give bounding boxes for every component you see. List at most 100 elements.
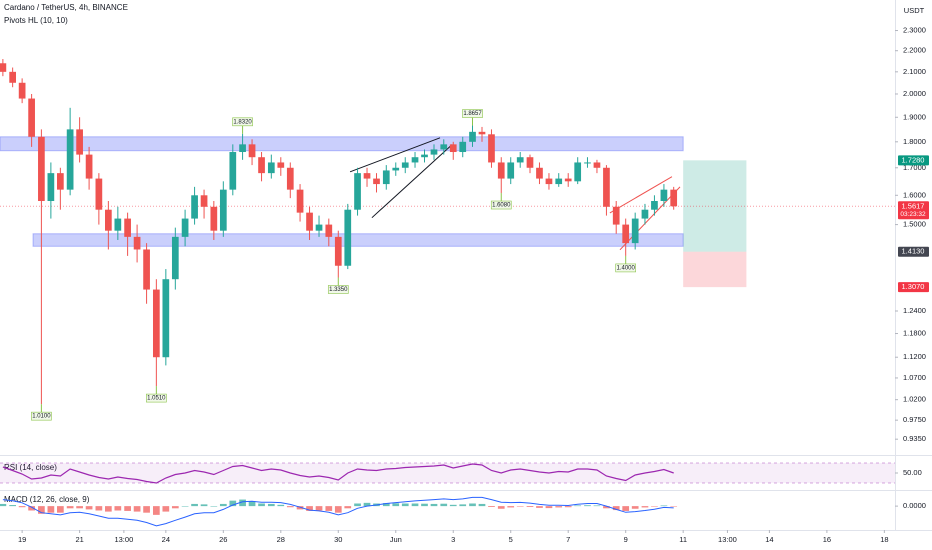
candle-body	[38, 136, 45, 202]
candle-body	[536, 167, 543, 179]
macd-histogram-bar	[516, 506, 524, 507]
macd-histogram-bar	[411, 503, 419, 507]
symbol-title[interactable]: Cardano / TetherUS, 4h, BINANCE	[4, 3, 128, 12]
macd-histogram-bar	[641, 506, 649, 508]
pivot-box	[146, 393, 167, 403]
macd-histogram-bar	[152, 506, 160, 515]
macd-histogram-bar	[38, 506, 45, 514]
macd-histogram-bar	[574, 505, 582, 507]
x-tick-label: 14	[765, 535, 773, 544]
macd-histogram-bar	[105, 506, 112, 512]
candle-body	[612, 206, 620, 225]
candle-body	[497, 162, 505, 179]
macd-histogram-bar	[526, 506, 534, 507]
macd-tick-label: 0.0000	[903, 501, 926, 510]
pivot-box	[615, 263, 636, 273]
macd-histogram-bar	[114, 506, 122, 511]
candle-body	[181, 218, 189, 237]
candle-body	[603, 167, 610, 207]
x-tick-label: 24	[162, 535, 170, 544]
macd-histogram-bar	[95, 506, 103, 511]
macd-histogram-bar	[401, 503, 409, 507]
pivot-label: 1.0100	[32, 414, 51, 420]
candle-body	[219, 189, 227, 231]
candle-body	[516, 157, 524, 163]
candle-body	[555, 178, 563, 185]
x-tick-label: Jun	[390, 535, 402, 544]
pivot-label: 1.3350	[329, 287, 348, 293]
candle-body	[57, 173, 64, 190]
candle-body	[277, 162, 285, 168]
candle-body	[373, 178, 380, 185]
macd-histogram-bar	[507, 506, 515, 508]
countdown-label: 03:23:32	[900, 211, 926, 218]
macd-histogram-bar	[334, 506, 342, 513]
macd-histogram-bar	[449, 504, 457, 507]
pivot-box	[490, 200, 512, 210]
y-tick-label: 2.2000	[903, 46, 926, 55]
y-tick-label: 1.2400	[903, 306, 926, 315]
macd-histogram-bar	[306, 506, 313, 511]
x-tick-label: 26	[219, 535, 227, 544]
x-tick-label: 13:00	[718, 535, 737, 544]
y-tick-label: 1.6000	[903, 190, 926, 199]
macd-histogram-bar	[392, 503, 400, 507]
candle-body	[401, 162, 409, 168]
pivot-label: 1.0510	[147, 396, 166, 402]
candle-body	[306, 212, 313, 231]
x-tick-label: 13:00	[114, 535, 133, 544]
macd-histogram-bar	[191, 503, 198, 507]
macd-histogram-bar	[57, 506, 64, 513]
y-tick-label: 1.0700	[903, 373, 926, 382]
candle-body	[171, 236, 179, 280]
macd-histogram-bar	[488, 506, 495, 507]
indicator-title[interactable]: Pivots HL (10, 10)	[4, 16, 68, 25]
price-badge	[898, 246, 929, 257]
candle-body	[325, 224, 333, 237]
candle-body	[430, 149, 438, 155]
macd-histogram-bar	[28, 506, 35, 511]
macd-histogram-bar	[143, 506, 150, 513]
macd-histogram-bar	[124, 506, 131, 511]
macd-histogram-bar	[18, 506, 26, 508]
x-tick-label: 21	[75, 535, 83, 544]
candle-body	[248, 144, 256, 158]
candle-body	[133, 236, 141, 250]
candle-body	[152, 289, 160, 358]
candle-body	[670, 189, 678, 207]
y-tick-label: 1.1800	[903, 329, 926, 338]
macd-histogram-bar	[344, 506, 352, 509]
macd-histogram-bar	[593, 505, 601, 507]
candle-body	[85, 154, 93, 179]
pivot-label: 1.6080	[492, 203, 511, 209]
x-tick-label: 16	[823, 535, 831, 544]
candle-body	[584, 162, 591, 164]
candle-body	[239, 144, 246, 153]
macd-histogram-bar	[603, 506, 610, 509]
macd-histogram-bar	[670, 506, 678, 507]
macd-histogram-bar	[66, 506, 74, 509]
candle-body	[631, 218, 639, 244]
x-tick-label: 11	[679, 535, 687, 544]
price-badge	[898, 201, 929, 220]
macd-histogram-bar	[421, 503, 428, 507]
y-tick-label: 1.8000	[903, 137, 926, 146]
candle-body	[593, 162, 601, 168]
y-tick-label: 0.9750	[903, 415, 926, 424]
macd-histogram-bar	[382, 503, 390, 507]
x-tick-label: 19	[18, 535, 26, 544]
zone	[32, 233, 684, 247]
x-tick-label: 9	[624, 535, 628, 544]
pivot-box	[232, 117, 253, 127]
candle-body	[526, 157, 534, 168]
macd-histogram-bar	[612, 506, 620, 511]
candle-body	[469, 131, 476, 142]
macd-histogram-bar	[76, 506, 83, 509]
macd-histogram-bar	[277, 504, 285, 507]
trendline	[609, 176, 673, 214]
currency-label[interactable]: USDT	[904, 6, 925, 15]
candle-body	[296, 189, 304, 213]
macd-histogram-bar	[584, 505, 591, 507]
x-tick-label: 30	[334, 535, 342, 544]
macd-histogram-bar	[85, 506, 93, 510]
